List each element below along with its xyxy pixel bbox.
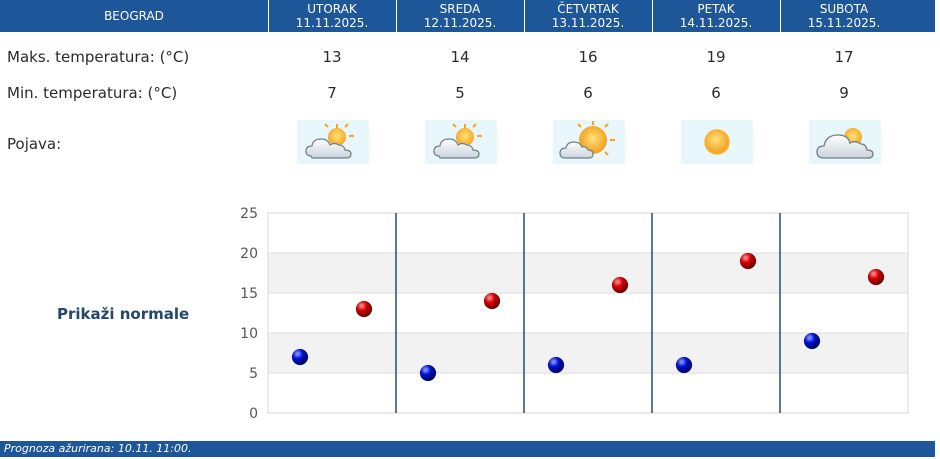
max-temp-value: 17: [834, 48, 854, 66]
day-header-5: SUBOTA 15.11.2025.: [780, 0, 908, 32]
day-header-2: SREDA 12.11.2025.: [396, 0, 524, 32]
chart-band: [268, 213, 908, 253]
phenomenon-label: Pojava:: [7, 135, 62, 153]
temperature-chart: 0 5 10 15 20 25: [240, 206, 909, 422]
min-temp-value: 5: [455, 84, 465, 102]
min-temp-point: [675, 356, 693, 374]
min-temp-value: 6: [711, 84, 721, 102]
max-temp-point: [355, 300, 373, 318]
forecast-updated-footer: Prognoza ažurirana: 10.11. 11:00.: [0, 441, 935, 457]
day-date: 11.11.2025.: [295, 16, 369, 30]
header-divider: [268, 0, 269, 32]
header-divider: [396, 0, 397, 32]
min-temp-point: [803, 332, 821, 350]
day-header-1: UTORAK 11.11.2025.: [268, 0, 396, 32]
max-temp-point: [867, 268, 885, 286]
chart-band: [268, 253, 908, 293]
max-temp-point: [739, 252, 757, 270]
plot-border: [267, 212, 909, 414]
y-tick-label: 0: [249, 406, 258, 422]
day-header-4: PETAK 14.11.2025.: [652, 0, 780, 32]
max-temp-label: Maks. temperatura: (°C): [7, 48, 190, 66]
chart-band: [268, 333, 908, 373]
header-divider: [524, 0, 525, 32]
sun-icon: [681, 120, 753, 164]
sun-behind-cloud-icon: [425, 120, 497, 164]
show-normals-link[interactable]: Prikaži normale: [57, 305, 190, 323]
chart-band: [268, 293, 908, 333]
min-temp-point: [419, 364, 437, 382]
day-name: SUBOTA: [819, 2, 869, 16]
forecast-header: BEOGRAD UTORAK 11.11.2025. SREDA 12.11.2…: [0, 0, 935, 32]
min-temp-label: Min. temperatura: (°C): [7, 84, 178, 102]
max-temp-value: 14: [450, 48, 470, 66]
y-tick-label: 10: [240, 326, 258, 342]
day-date: 14.11.2025.: [679, 16, 753, 30]
max-temp-point: [611, 276, 629, 294]
header-divider: [652, 0, 653, 32]
min-temp-value: 6: [583, 84, 593, 102]
y-tick-label: 15: [240, 286, 258, 302]
max-temp-value: 13: [322, 48, 342, 66]
min-temp-value: 7: [327, 84, 337, 102]
day-name: ČETVRTAK: [557, 2, 619, 16]
min-temp-point: [291, 348, 309, 366]
y-tick-label: 5: [249, 366, 258, 382]
y-tick-label: 25: [240, 206, 258, 222]
max-temp-value: 16: [578, 48, 598, 66]
max-temp-point: [483, 292, 501, 310]
city-name: BEOGRAD: [104, 9, 164, 23]
day-date: 13.11.2025.: [551, 16, 625, 30]
min-temp-value: 9: [839, 84, 849, 102]
sun-behind-cloud-icon: [297, 120, 369, 164]
max-temp-value: 19: [706, 48, 726, 66]
cloud-with-large-sun-icon: [553, 120, 625, 164]
day-header-3: ČETVRTAK 13.11.2025.: [524, 0, 652, 32]
day-name: SREDA: [439, 2, 481, 16]
header-divider: [780, 0, 781, 32]
chart-band: [268, 373, 908, 413]
day-date: 12.11.2025.: [423, 16, 497, 30]
day-date: 15.11.2025.: [807, 16, 881, 30]
min-temp-point: [547, 356, 565, 374]
y-tick-label: 20: [240, 246, 258, 262]
day-name: UTORAK: [307, 2, 357, 16]
cloud-with-sun-icon: [809, 120, 881, 164]
day-name: PETAK: [697, 2, 735, 16]
